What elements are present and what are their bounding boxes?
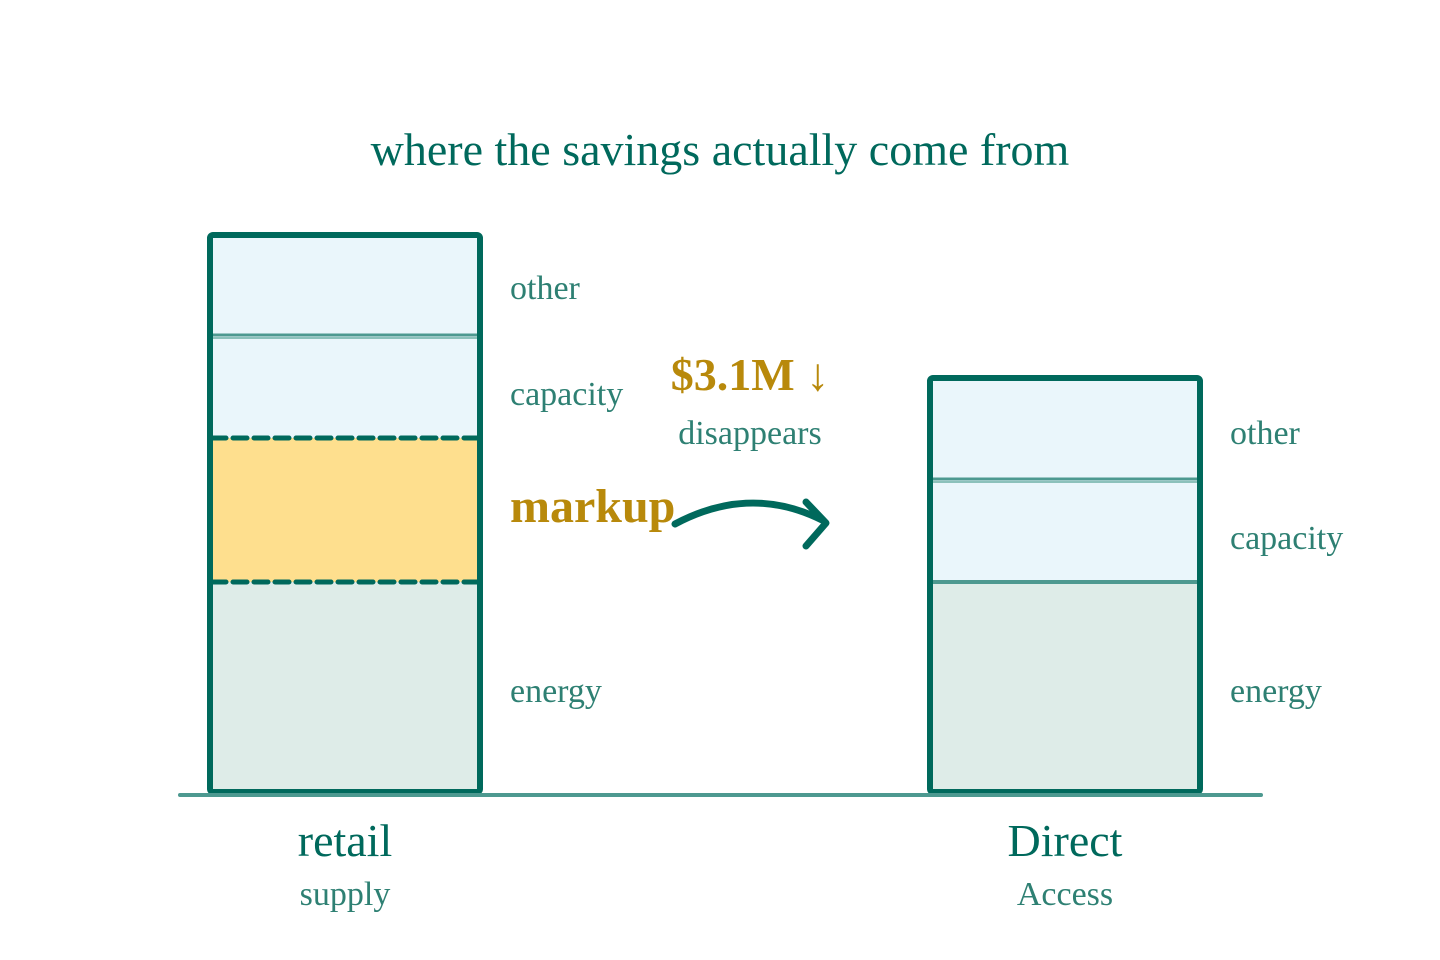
retail-label-energy: energy (510, 673, 602, 710)
savings-amount: $3.1M ↓ (671, 349, 829, 400)
retail-supply-bar (207, 232, 483, 795)
direct-bar-subname: Access (1017, 876, 1113, 913)
retail-bar-subname: supply (300, 876, 391, 913)
direct-access-bar (927, 375, 1203, 795)
direct-label-energy: energy (1230, 673, 1322, 710)
direct-bar-name: Direct (1008, 815, 1123, 866)
retail-capacity-segment (210, 337, 480, 438)
direct-capacity-segment (930, 480, 1200, 582)
retail-bar-outline (207, 232, 483, 795)
direct-energy-segment (930, 582, 1200, 792)
savings-caption: disappears (678, 415, 822, 452)
direct-other-segment (930, 378, 1200, 480)
direct-bar-outline (927, 375, 1203, 795)
retail-markup-segment (210, 438, 480, 582)
retail-other-segment (210, 235, 480, 337)
direct-label-other: other (1230, 415, 1301, 452)
retail-label-other: other (510, 270, 581, 307)
retail-bar-name: retail (298, 815, 393, 866)
direct-label-capacity: capacity (1230, 520, 1343, 557)
retail-energy-segment (210, 582, 480, 792)
arrow-icon (671, 498, 830, 550)
retail-label-markup: markup (510, 480, 675, 533)
retail-label-capacity: capacity (510, 376, 623, 413)
diagram-title: where the savings actually come from (371, 124, 1070, 175)
